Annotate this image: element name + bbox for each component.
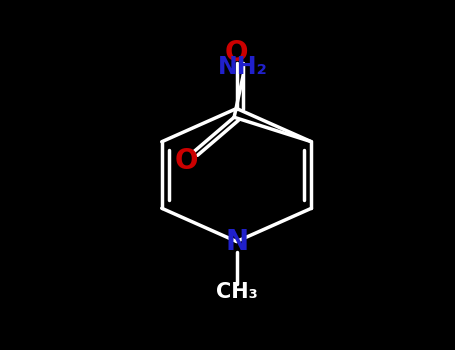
Text: O: O xyxy=(175,147,198,175)
Text: NH₂: NH₂ xyxy=(218,55,268,78)
Text: CH₃: CH₃ xyxy=(216,282,258,302)
Text: N: N xyxy=(225,228,248,256)
Text: O: O xyxy=(225,39,248,67)
